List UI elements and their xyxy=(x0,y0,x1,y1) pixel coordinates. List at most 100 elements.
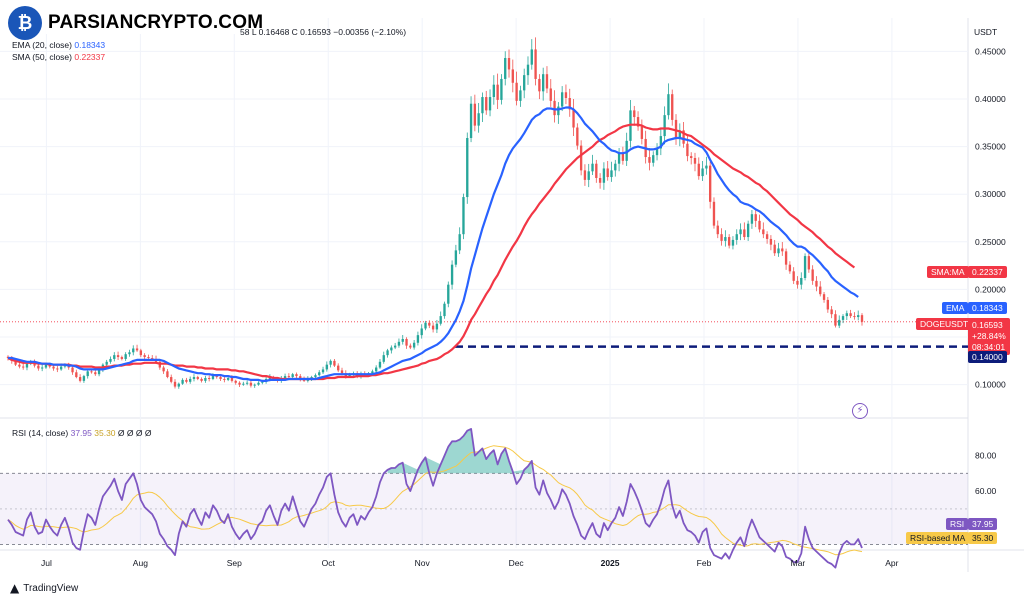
sma-legend-label: SMA (50, close) xyxy=(12,52,72,62)
candle-body xyxy=(572,109,575,128)
candle-body xyxy=(530,49,533,65)
time-tick-label: 2025 xyxy=(601,558,620,568)
candle-body xyxy=(693,158,697,164)
candle-body xyxy=(477,113,480,126)
candle-body xyxy=(557,106,560,116)
candle-body xyxy=(371,371,374,374)
candle-body xyxy=(14,360,17,365)
candle-body xyxy=(393,345,397,348)
ema-legend[interactable]: EMA (20, close) 0.18343 xyxy=(12,40,105,50)
candle-body xyxy=(22,366,25,368)
candle-body xyxy=(192,377,196,379)
candle-body xyxy=(591,163,594,172)
candle-body xyxy=(579,145,583,171)
candle-body xyxy=(257,382,260,385)
sma-legend[interactable]: SMA (50, close) 0.22337 xyxy=(12,52,105,62)
time-tick-label: Dec xyxy=(509,558,525,568)
tradingview-footer-label: TradingView xyxy=(23,582,79,594)
candle-body xyxy=(473,103,477,126)
candle-body xyxy=(534,49,537,79)
price-tag-change: +28.84% xyxy=(972,331,1006,341)
rsi-line xyxy=(7,427,863,569)
candle-body xyxy=(507,58,511,70)
candle-body xyxy=(606,168,609,178)
candle-body xyxy=(519,90,522,101)
candle-body xyxy=(189,378,192,382)
candle-body xyxy=(781,248,784,252)
candle-body xyxy=(549,88,552,101)
candle-body xyxy=(94,372,97,375)
candle-body xyxy=(762,229,765,235)
brand-text: PARSIANCRYPTO.COM xyxy=(46,12,266,34)
candle-body xyxy=(743,229,746,238)
candle-body xyxy=(830,309,833,315)
candle-body xyxy=(826,299,830,310)
candle-body xyxy=(177,383,180,387)
candle-body xyxy=(242,383,245,385)
tradingview-footer[interactable]: ▲ TradingView xyxy=(10,581,78,595)
candle-body xyxy=(378,361,382,368)
rsi-pane[interactable] xyxy=(0,427,968,569)
candle-body xyxy=(587,171,590,180)
price-tick-label: 0.35000 xyxy=(975,142,1006,152)
candle-body xyxy=(614,163,617,171)
price-tag-label: DOGEUSDT xyxy=(916,318,973,330)
candle-body xyxy=(291,374,294,378)
candle-body xyxy=(526,64,530,76)
time-tick-label: Oct xyxy=(322,558,336,568)
candle-body xyxy=(82,376,86,381)
candle-body xyxy=(185,379,188,382)
candle-body xyxy=(792,271,795,281)
candle-body xyxy=(686,143,689,157)
candle-body xyxy=(207,378,211,379)
candle-body xyxy=(716,225,719,235)
ema-tag-value: 0.18343 xyxy=(968,302,1007,314)
candle-body xyxy=(542,74,545,92)
candle-body xyxy=(374,367,378,372)
candle-body xyxy=(682,130,685,144)
candle-body xyxy=(416,335,420,343)
candle-body xyxy=(800,278,803,285)
rsi-legend[interactable]: RSI (14, close) 37.95 35.30 Ø Ø Ø Ø xyxy=(12,428,151,438)
replay-icon[interactable]: ⚡ xyxy=(852,403,868,419)
candle-body xyxy=(545,74,549,89)
candle-body xyxy=(845,313,848,317)
rsi-legend-label: RSI (14, close) xyxy=(12,428,69,438)
candle-body xyxy=(386,350,389,356)
candle-body xyxy=(621,153,625,161)
candle-body xyxy=(166,371,169,378)
candle-body xyxy=(226,378,230,380)
time-tick-label: Sep xyxy=(227,558,242,568)
candle-body xyxy=(340,370,344,374)
candle-body xyxy=(135,348,139,351)
candle-body xyxy=(485,97,488,111)
candle-body xyxy=(454,250,458,265)
candle-body xyxy=(253,384,256,386)
candle-body xyxy=(701,168,704,177)
candle-body xyxy=(447,284,450,304)
sma-legend-value: 0.22337 xyxy=(74,52,106,62)
candle-body xyxy=(40,367,44,369)
candle-body xyxy=(811,269,814,281)
candle-body xyxy=(652,155,655,163)
candle-body xyxy=(173,381,177,387)
candle-body xyxy=(466,138,469,198)
time-tick-label: Nov xyxy=(415,558,431,568)
candle-body xyxy=(124,354,127,359)
time-tick-label: Apr xyxy=(885,558,898,568)
candle-body xyxy=(458,234,461,251)
candle-body xyxy=(511,69,514,83)
candle-body xyxy=(705,165,708,169)
candle-body xyxy=(405,338,408,346)
candle-body xyxy=(200,378,203,381)
price-tick-label: 0.10000 xyxy=(975,380,1006,390)
rsi-tick-label: 80.00 xyxy=(975,451,997,461)
price-pane[interactable] xyxy=(0,37,968,389)
candle-body xyxy=(822,294,826,300)
candle-body xyxy=(44,364,48,368)
candle-body xyxy=(151,358,154,359)
candle-body xyxy=(504,58,507,79)
candle-body xyxy=(663,115,666,137)
candle-body xyxy=(325,364,328,370)
